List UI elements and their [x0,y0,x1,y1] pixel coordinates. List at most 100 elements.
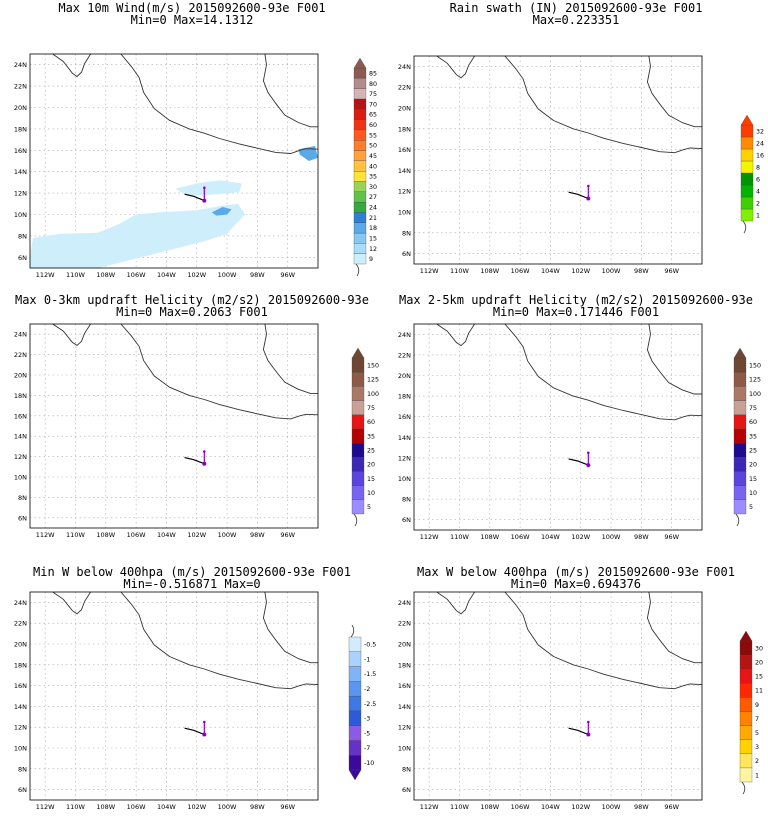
x-tick-label: 108W [480,533,499,541]
y-tick-label: 6N [18,786,27,794]
panel-title-line1: Min W below 400hpa (m/s) 2015092600-93e … [33,565,351,579]
x-tick-label: 98W [634,533,649,541]
x-tick-label: 98W [634,803,649,811]
colorbar-swatch [353,160,367,172]
coastline [120,53,319,154]
x-tick-label: 106W [127,803,146,811]
map-frame [413,591,703,801]
colorbar-arrow [351,347,365,359]
colorbar-label: -2.5 [364,701,376,708]
colorbar-label: 70 [369,101,377,108]
y-tick-label: 16N [398,413,411,421]
colorbar-label: 125 [749,377,761,384]
colorbar-label: 80 [369,81,377,88]
colorbar-swatch [353,67,367,79]
colorbar-arrow [739,630,753,642]
x-tick-label: 96W [280,803,295,811]
colorbar-label: 45 [369,153,377,160]
colorbar-swatch [353,129,367,141]
x-tick-label: 100W [602,267,621,275]
coastline [262,591,318,664]
wind-swath [175,180,243,197]
colorbar-swatch [739,711,753,726]
colorbar-tail [735,513,740,527]
y-tick-label: 12N [398,454,411,462]
panel-title-line2: Min=-0.516871 Max=0 [123,577,261,591]
map-frame [413,55,703,265]
colorbar-tail [353,513,358,527]
y-tick-label: 18N [398,393,411,401]
storm-marker [586,732,591,737]
y-tick-label: 14N [14,703,27,711]
colorbar-swatch [353,212,367,223]
colorbar-label: 35 [367,433,375,440]
coastline [436,323,475,347]
colorbar-arrow [348,769,362,781]
x-tick-label: 110W [66,531,85,539]
colorbar-label: 100 [749,391,761,398]
colorbar-label: 7 [755,716,759,723]
panel-title-3: Max 0-3km updraft Helicity (m2/s2) 20150… [0,294,384,318]
coastline [120,323,319,420]
y-tick-label: 12N [398,724,411,732]
panel-title-4: Max 2-5km updraft Helicity (m2/s2) 20150… [384,294,768,318]
x-tick-label: 102W [571,803,590,811]
x-tick-label: 100W [218,531,237,539]
colorbar-swatch [739,739,753,754]
colorbar-label: 20 [749,462,757,469]
coastline [646,323,702,395]
x-tick-label: 104W [157,271,176,279]
panel-title-line2: Min=0 Max=14.1312 [130,13,254,27]
map-panel: 6N 8N 10N 12N 14N 16N 18N 20N 22N 24N 112W 110W 108W… [398,55,703,275]
colorbar-label: 75 [749,405,757,412]
colorbar-swatch [739,683,753,698]
x-tick-label: 102W [187,531,206,539]
x-tick-label: 102W [187,803,206,811]
y-tick-label: 6N [402,250,411,258]
x-tick-label: 110W [66,271,85,279]
colorbar-swatch [351,457,365,472]
coastline [646,55,702,128]
x-tick-label: 96W [664,533,679,541]
colorbar-label: 60 [369,122,377,129]
colorbar-swatch [733,400,747,415]
colorbar-swatch [351,428,365,444]
x-tick-label: 106W [511,533,530,541]
colorbar: -10 -7 -5 -3 -2.5 -2 -1.5 -1 -0.5 [348,624,376,781]
y-tick-label: 22N [14,83,27,91]
colorbar-swatch [739,697,753,712]
colorbar-label: 15 [367,476,375,483]
colorbar-swatch [348,740,362,756]
y-tick-label: 24N [398,599,411,607]
colorbar-label: 20 [367,462,375,469]
y-tick-label: 10N [14,211,27,219]
colorbar-label: 150 [749,362,761,369]
y-tick-label: 8N [402,229,411,237]
wind-swath-core [211,207,232,216]
colorbar-swatch [733,457,747,472]
y-tick-label: 14N [14,168,27,176]
storm-marker [203,186,206,190]
colorbar-label: 9 [755,702,759,709]
colorbar-swatch [733,386,747,401]
coastline [262,323,318,394]
x-tick-label: 112W [36,803,55,811]
panel-title-line2: Min=0 Max=0.694376 [510,577,642,591]
y-tick-label: 18N [398,125,411,133]
storm-marker [587,184,590,188]
colorbar-label: 32 [756,128,764,135]
y-tick-label: 14N [398,167,411,175]
x-tick-label: 106W [511,267,530,275]
colorbar-swatch [739,669,753,684]
colorbar-swatch [353,98,367,110]
y-tick-label: 8N [18,232,27,240]
colorbar-label: 40 [369,163,377,170]
x-tick-label: 96W [664,803,679,811]
x-tick-label: 98W [250,803,265,811]
map-frame [413,323,703,531]
panel-title-line1: Rain swath (IN) 2015092600-93e F001 [449,1,703,15]
y-tick-label: 20N [14,104,27,112]
panel-title-line1: Max 10m Wind(m/s) 2015092600-93e F001 [58,1,326,15]
colorbar-label: 100 [367,391,379,398]
x-tick-label: 112W [420,803,439,811]
